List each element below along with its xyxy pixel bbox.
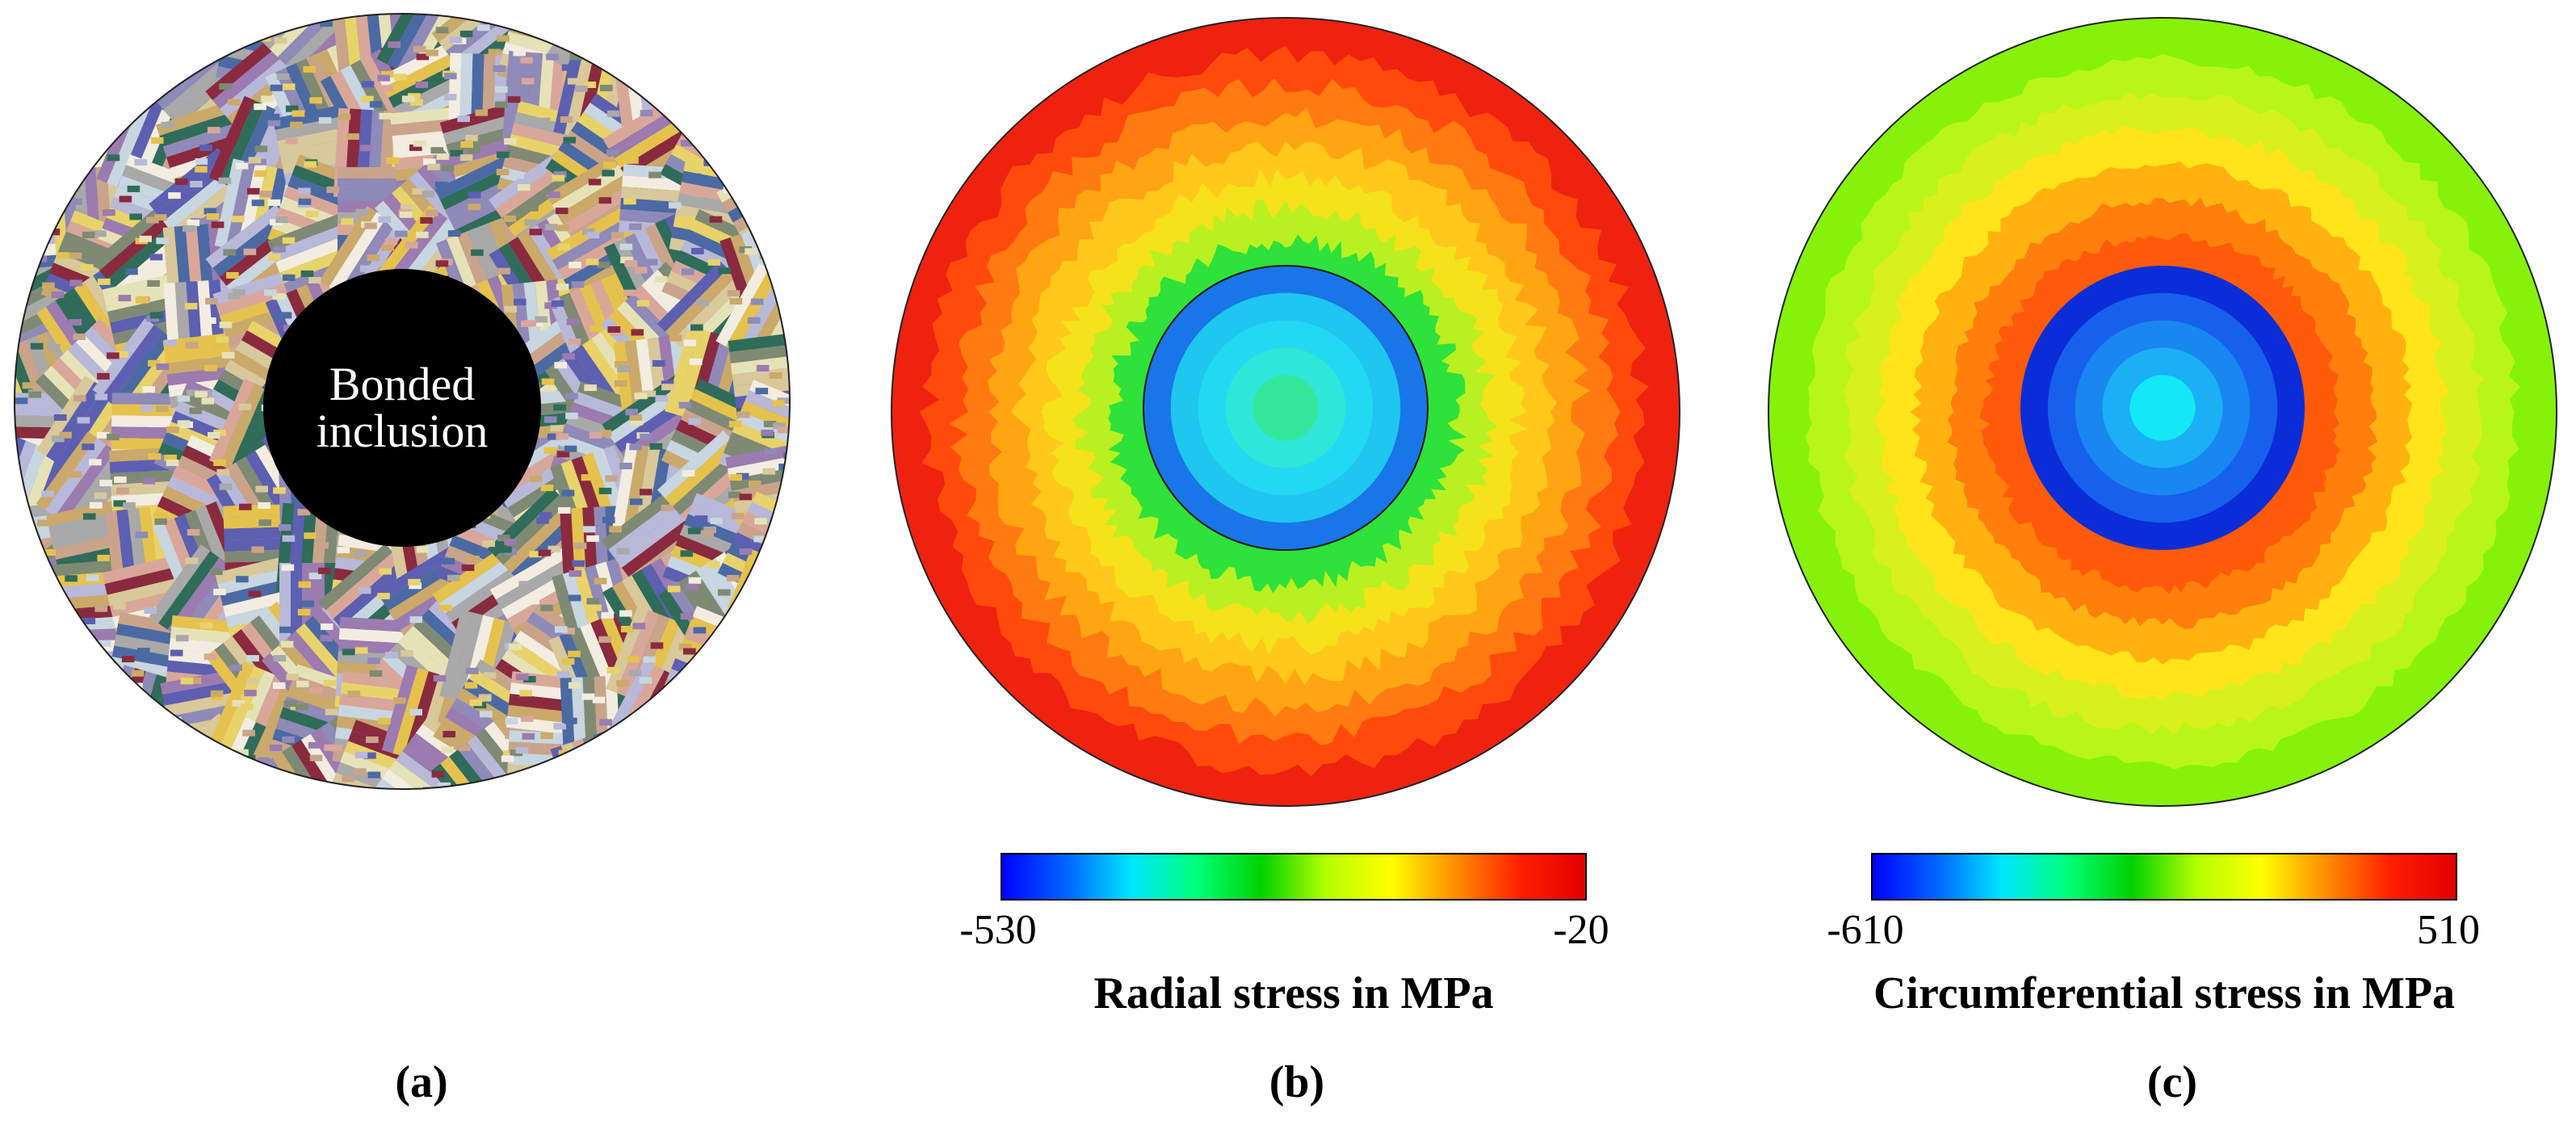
panel-b-label: (b) bbox=[1269, 1057, 1324, 1107]
radial-stress-field bbox=[892, 18, 1680, 806]
panel-b-outline bbox=[891, 17, 1680, 807]
circumferential-colorbar bbox=[1871, 853, 2457, 901]
inclusion-label-line-1: Bonded bbox=[329, 358, 475, 410]
circumferential-colorbar-min: -610 bbox=[1827, 907, 1903, 953]
inclusion-label-line-2: inclusion bbox=[317, 405, 489, 457]
panel-a-outline bbox=[14, 13, 791, 790]
radial-colorbar bbox=[1001, 853, 1587, 901]
panel-c: -610 510 Circumferential stress in MPa (… bbox=[1768, 17, 2557, 1107]
circumferential-colorbar-max: 510 bbox=[2417, 907, 2480, 953]
panel-a-label: (a) bbox=[395, 1057, 447, 1107]
circumferential-colorbar-title: Circumferential stress in MPa bbox=[1873, 968, 2455, 1018]
panel-b: -530 -20 Radial stress in MPa (b) bbox=[891, 17, 1680, 1107]
panel-c-label: (c) bbox=[2147, 1057, 2197, 1107]
radial-colorbar-min: -530 bbox=[959, 907, 1036, 953]
bonded-inclusion bbox=[263, 269, 541, 547]
radial-colorbar-title: Radial stress in MPa bbox=[1093, 968, 1493, 1018]
panel-c-outline bbox=[1768, 17, 2557, 807]
circumferential-stress-field bbox=[1768, 18, 2557, 806]
radial-colorbar-max: -20 bbox=[1553, 907, 1609, 953]
panel-a: Bonded inclusion (a) bbox=[14, 13, 791, 1107]
panel-b-inclusion-boundary bbox=[1143, 265, 1429, 551]
